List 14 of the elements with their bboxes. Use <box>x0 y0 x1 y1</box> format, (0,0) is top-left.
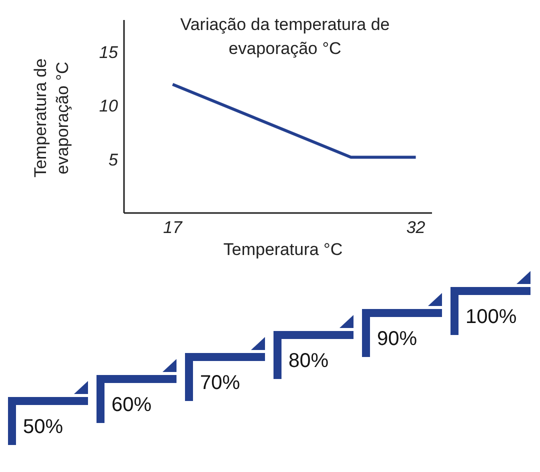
text: 50% <box>23 416 64 438</box>
text: 100% <box>466 306 517 328</box>
chart-title: Variação da temperatura de evaporação °C <box>180 15 390 58</box>
text: 90% <box>377 328 418 350</box>
y-tick-label: 10 <box>99 96 119 116</box>
text: 70% <box>200 372 240 394</box>
x-tick-label: 17 <box>163 218 183 237</box>
text: 60% <box>112 394 152 416</box>
y-axis-title: Temperatura de evaporação °C <box>31 58 72 178</box>
y-tick-label: 15 <box>99 43 119 62</box>
text: 80% <box>288 350 329 372</box>
y-tick-label: 5 <box>108 150 119 170</box>
x-axis-title: Temperatura °C <box>223 240 343 259</box>
x-tick-label: 32 <box>406 218 426 237</box>
